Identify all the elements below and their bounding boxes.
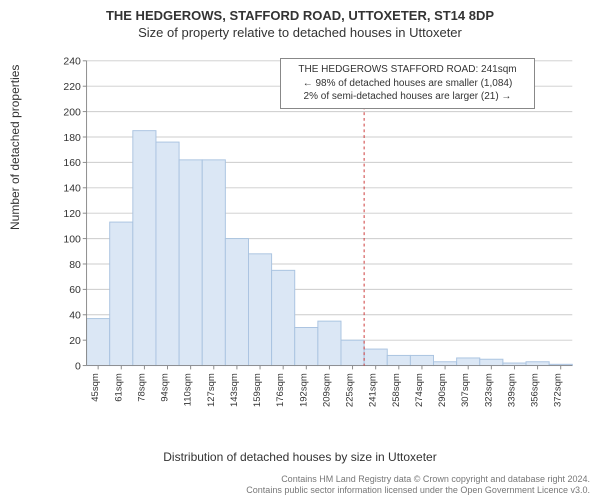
- x-axis-label: Distribution of detached houses by size …: [0, 450, 600, 464]
- callout-line-2: ← 98% of detached houses are smaller (1,…: [287, 77, 528, 91]
- histogram-bar: [480, 359, 503, 365]
- x-tick-label: 94sqm: [160, 373, 171, 402]
- svg-text:180: 180: [63, 133, 81, 144]
- svg-text:40: 40: [69, 311, 81, 322]
- x-tick-label: 290sqm: [437, 373, 448, 407]
- histogram-bar: [341, 340, 364, 365]
- x-tick-label: 110sqm: [183, 373, 194, 406]
- histogram-bar: [179, 160, 202, 366]
- x-tick-label: 323sqm: [483, 373, 494, 407]
- histogram-bar: [225, 239, 248, 366]
- chart-title: THE HEDGEROWS, STAFFORD ROAD, UTTOXETER,…: [0, 0, 600, 23]
- x-tick-label: 258sqm: [391, 373, 402, 407]
- x-tick-label: 339sqm: [506, 373, 517, 407]
- svg-text:0: 0: [75, 361, 81, 372]
- histogram-bar: [387, 355, 410, 365]
- footer-line-1: Contains HM Land Registry data © Crown c…: [246, 474, 590, 485]
- histogram-bar: [87, 319, 110, 366]
- x-tick-label: 192sqm: [298, 373, 309, 407]
- attribution-footer: Contains HM Land Registry data © Crown c…: [246, 474, 590, 497]
- histogram-bar: [248, 254, 271, 366]
- histogram-bar: [156, 142, 179, 365]
- marker-callout: THE HEDGEROWS STAFFORD ROAD: 241sqm ← 98…: [280, 58, 535, 109]
- svg-text:200: 200: [63, 107, 81, 118]
- x-tick-label: 241sqm: [368, 373, 379, 407]
- histogram-bar: [295, 327, 318, 365]
- histogram-bar: [410, 355, 433, 365]
- callout-line-3: 2% of semi-detached houses are larger (2…: [287, 90, 528, 104]
- svg-text:220: 220: [63, 82, 81, 93]
- y-axis-label: Number of detached properties: [8, 65, 22, 230]
- svg-text:120: 120: [63, 209, 81, 220]
- x-tick-label: 372sqm: [553, 373, 564, 407]
- callout-line-1: THE HEDGEROWS STAFFORD ROAD: 241sqm: [287, 63, 528, 77]
- svg-text:160: 160: [63, 158, 81, 169]
- histogram-bar: [272, 270, 295, 365]
- svg-text:60: 60: [69, 285, 81, 296]
- x-tick-label: 159sqm: [252, 373, 263, 407]
- histogram-bar: [202, 160, 225, 366]
- x-tick-label: 61sqm: [113, 373, 124, 402]
- x-tick-label: 127sqm: [206, 373, 217, 407]
- svg-text:100: 100: [63, 234, 81, 245]
- histogram-bar: [318, 321, 341, 365]
- svg-text:240: 240: [63, 57, 81, 68]
- x-tick-label: 307sqm: [460, 373, 471, 407]
- svg-text:140: 140: [63, 184, 81, 195]
- svg-text:80: 80: [69, 260, 81, 271]
- chart-subtitle: Size of property relative to detached ho…: [0, 23, 600, 40]
- histogram-bar: [457, 358, 480, 366]
- x-tick-label: 45sqm: [90, 373, 101, 402]
- footer-line-2: Contains public sector information licen…: [246, 485, 590, 496]
- x-tick-label: 209sqm: [321, 373, 332, 407]
- histogram-bar: [434, 362, 457, 366]
- x-tick-label: 356sqm: [530, 373, 541, 407]
- histogram-bar: [110, 222, 133, 365]
- histogram-bar: [526, 362, 549, 366]
- x-tick-label: 78sqm: [136, 373, 147, 402]
- histogram-bar: [364, 349, 387, 366]
- histogram-bar: [133, 131, 156, 366]
- x-tick-label: 143sqm: [229, 373, 240, 407]
- x-tick-label: 225sqm: [345, 373, 356, 407]
- svg-text:20: 20: [69, 336, 81, 347]
- x-tick-label: 274sqm: [414, 373, 425, 407]
- x-tick-label: 176sqm: [275, 373, 286, 407]
